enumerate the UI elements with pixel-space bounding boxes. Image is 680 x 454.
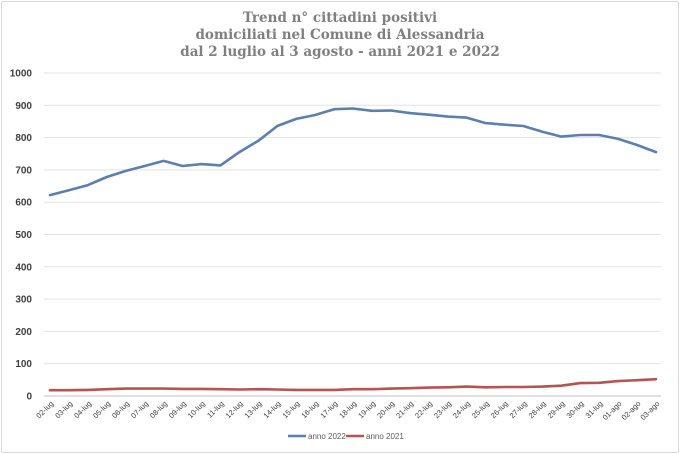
y-tick-label: 600 (15, 198, 32, 209)
x-tick-label: 23-lug (432, 399, 453, 420)
x-tick-label: 17-lug (318, 399, 339, 420)
x-tick-label: 24-lug (451, 399, 472, 420)
y-axis-ticks: 0 100 200 300 400 500 600 700 800 900 1000 (10, 69, 33, 403)
series-lines (48, 107, 658, 392)
series-line-anno-2022 (48, 107, 658, 197)
x-axis-ticks: 02-lug03-lug04-lug05-lug06-lug07-lug08-l… (34, 399, 661, 422)
y-tick-label: 200 (15, 327, 32, 338)
x-tick-label: 16-lug (299, 399, 320, 420)
x-tick-label: 15-lug (280, 399, 301, 420)
x-tick-label: 18-lug (337, 399, 358, 420)
legend-label: anno 2021 (366, 432, 404, 441)
x-tick-label: 04-lug (72, 399, 93, 420)
x-tick-label: 30-lug (565, 399, 586, 420)
x-tick-label: 21-lug (394, 399, 415, 420)
y-tick-label: 400 (15, 262, 32, 273)
legend-item: anno 2021 (346, 432, 404, 441)
x-tick-label: 29-lug (546, 399, 567, 420)
x-tick-label: 08-lug (148, 399, 169, 420)
y-tick-label: 1000 (10, 69, 33, 80)
x-tick-label: 20-lug (375, 399, 396, 420)
grid-lines (44, 72, 661, 397)
x-tick-label: 22-lug (413, 399, 434, 420)
x-tick-label: 19-lug (356, 399, 377, 420)
x-tick-label: 02-ago (620, 399, 643, 422)
y-tick-label: 500 (15, 230, 32, 241)
x-tick-label: 02-lug (34, 399, 55, 420)
chart-title: Trend n° cittadini positivi domiciliati … (0, 10, 680, 61)
chart-title-line-2: domiciliati nel Comune di Alessandria (195, 27, 485, 43)
x-tick-label: 28-lug (527, 399, 548, 420)
x-tick-label: 25-lug (470, 399, 491, 420)
x-tick-label: 03-ago (639, 399, 662, 422)
y-tick-label: 300 (15, 295, 32, 306)
y-tick-label: 700 (15, 165, 32, 176)
x-tick-label: 11-lug (205, 399, 226, 420)
y-tick-label: 900 (15, 101, 32, 112)
series-line-anno-2021 (48, 377, 658, 392)
chart-title-line-1: Trend n° cittadini positivi (242, 10, 438, 26)
x-tick-label: 27-lug (508, 399, 529, 420)
x-tick-label: 03-lug (53, 399, 74, 420)
x-tick-label: 07-lug (129, 399, 150, 420)
x-tick-label: 13-lug (243, 399, 264, 420)
x-tick-label: 14-lug (262, 399, 283, 420)
y-tick-label: 100 (15, 359, 32, 370)
x-tick-label: 05-lug (91, 399, 112, 420)
x-tick-label: 06-lug (110, 399, 131, 420)
y-tick-label: 800 (15, 133, 32, 144)
x-tick-label: 10-lug (186, 399, 207, 420)
y-tick-label: 0 (26, 392, 32, 403)
chart-title-line-3: dal 2 luglio al 3 agosto - anni 2021 e 2… (180, 44, 500, 60)
x-tick-label: 01-ago (601, 399, 624, 422)
x-tick-label: 12-lug (224, 399, 245, 420)
legend-item: anno 2022 (288, 432, 346, 441)
x-tick-label: 09-lug (167, 399, 188, 420)
x-tick-label: 26-lug (489, 399, 510, 420)
legend-label: anno 2022 (308, 432, 346, 441)
legend: anno 2022 anno 2021 (288, 432, 404, 441)
